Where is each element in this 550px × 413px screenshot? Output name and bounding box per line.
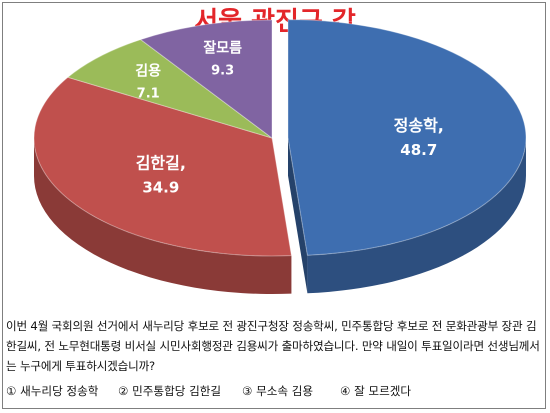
slice-wall-정송학-1: [287, 137, 308, 294]
slice-label-정송학: 정송학,: [394, 116, 444, 135]
slice-value-잘모름: 9.3: [211, 64, 234, 79]
slice-label-김한길: 김한길,: [136, 153, 186, 172]
slice-정송학: [287, 19, 527, 256]
option-1: ① 새누리당 정송학: [6, 384, 99, 398]
slice-value-정송학: 48.7: [400, 141, 437, 159]
slice-side-정송학: [307, 137, 526, 294]
image-frame: [2, 2, 546, 409]
option-3: ③ 무소속 김용: [242, 384, 314, 398]
slice-side-김한길: [34, 138, 292, 294]
slice-label-김용: 김용: [135, 62, 161, 79]
option-2: ② 민주통합당 김한길: [118, 384, 222, 398]
slice-김한길: [33, 76, 293, 257]
slice-잘모름: [139, 19, 273, 139]
slice-label-잘모름: 잘모름: [203, 41, 242, 57]
option-4: ④ 잘 모르겠다: [340, 384, 412, 398]
slice-김용: [66, 39, 273, 139]
answer-options: ① 새누리당 정송학 ② 민주통합당 김한길 ③ 무소속 김용 ④ 잘 모르겠다: [6, 383, 542, 403]
survey-question: 이번 4월 국회의원 선거에서 새누리당 후보로 전 광진구청장 정송학씨, 민…: [6, 319, 540, 373]
slice-value-김용: 7.1: [137, 86, 160, 101]
slice-value-김한길: 34.9: [142, 178, 179, 196]
